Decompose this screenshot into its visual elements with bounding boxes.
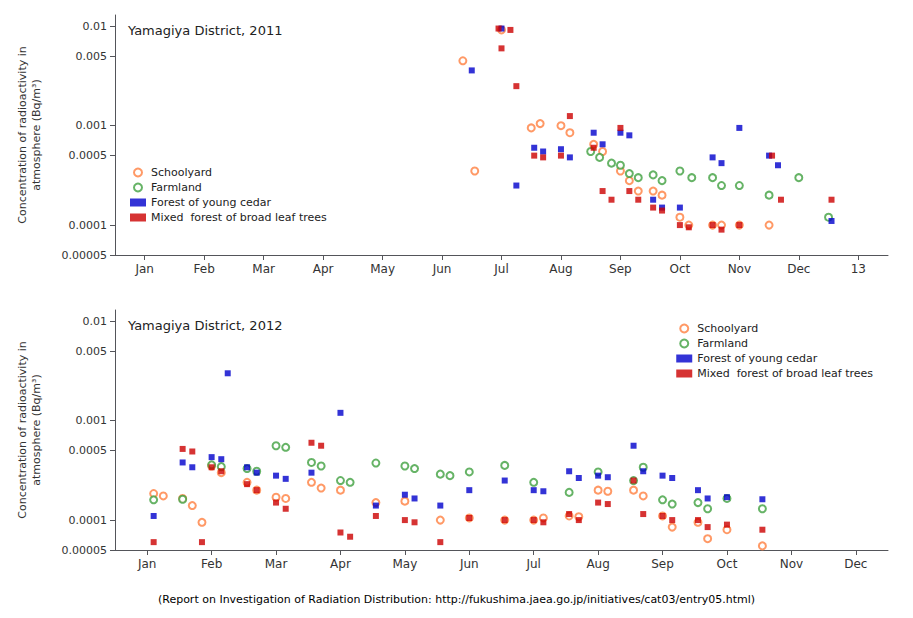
svg-text:0.00005: 0.00005 <box>62 544 108 557</box>
svg-text:Yamagiya District, 2012: Yamagiya District, 2012 <box>127 318 282 333</box>
svg-text:Oct: Oct <box>670 262 691 276</box>
svg-text:0.01: 0.01 <box>83 315 108 328</box>
svg-text:Jan: Jan <box>137 557 157 571</box>
svg-text:Jul: Jul <box>525 557 540 571</box>
svg-text:0.0001: 0.0001 <box>69 514 108 527</box>
svg-text:Feb: Feb <box>201 557 222 571</box>
svg-text:0.00005: 0.00005 <box>62 249 108 262</box>
svg-text:(Report on Investigation of Ra: (Report on Investigation of Radiation Di… <box>158 593 755 606</box>
svg-text:Farmland: Farmland <box>151 181 202 194</box>
svg-text:13: 13 <box>851 262 866 276</box>
svg-text:Jan: Jan <box>134 262 154 276</box>
svg-text:Schoolyard: Schoolyard <box>697 322 758 335</box>
svg-text:Dec: Dec <box>844 557 867 571</box>
svg-text:0.001: 0.001 <box>76 414 108 427</box>
svg-text:Jun: Jun <box>432 262 452 276</box>
svg-text:Apr: Apr <box>313 262 334 276</box>
svg-text:Feb: Feb <box>194 262 215 276</box>
svg-text:Farmland: Farmland <box>697 337 748 350</box>
svg-text:Aug: Aug <box>586 557 609 571</box>
svg-text:0.0001: 0.0001 <box>69 219 108 232</box>
svg-text:Concentration of radioactivity: Concentration of radioactivity in <box>16 46 29 224</box>
svg-text:Jun: Jun <box>459 557 479 571</box>
svg-text:Forest of young cedar: Forest of young cedar <box>697 352 818 365</box>
svg-text:Sep: Sep <box>609 262 632 276</box>
svg-text:Oct: Oct <box>717 557 738 571</box>
svg-text:Nov: Nov <box>780 557 803 571</box>
svg-text:Mar: Mar <box>252 262 275 276</box>
svg-text:Yamagiya District, 2011: Yamagiya District, 2011 <box>127 23 282 38</box>
svg-text:0.01: 0.01 <box>83 20 108 33</box>
svg-text:Dec: Dec <box>787 262 810 276</box>
svg-text:Mar: Mar <box>265 557 288 571</box>
svg-text:Mixed forest of broad leaf tr: Mixed forest of broad leaf trees <box>697 367 873 380</box>
svg-text:Aug: Aug <box>549 262 572 276</box>
svg-text:0.001: 0.001 <box>76 119 108 132</box>
svg-text:0.0005: 0.0005 <box>69 149 108 162</box>
svg-text:Sep: Sep <box>651 557 674 571</box>
svg-text:Schoolyard: Schoolyard <box>151 166 212 179</box>
svg-text:0.005: 0.005 <box>76 345 108 358</box>
svg-text:atmosphere (Bq/m³): atmosphere (Bq/m³) <box>30 374 43 485</box>
svg-text:Nov: Nov <box>728 262 751 276</box>
svg-text:May: May <box>392 557 417 571</box>
svg-text:0.0005: 0.0005 <box>69 444 108 457</box>
svg-text:May: May <box>370 262 395 276</box>
svg-text:Apr: Apr <box>330 557 351 571</box>
svg-text:Mixed forest of broad leaf tr: Mixed forest of broad leaf trees <box>151 211 327 224</box>
svg-text:Concentration of radioactivity: Concentration of radioactivity in <box>16 341 29 519</box>
svg-text:Jul: Jul <box>493 262 508 276</box>
svg-text:atmosphere (Bq/m³): atmosphere (Bq/m³) <box>30 79 43 190</box>
svg-text:Forest of young cedar: Forest of young cedar <box>151 196 272 209</box>
svg-text:0.005: 0.005 <box>76 50 108 63</box>
